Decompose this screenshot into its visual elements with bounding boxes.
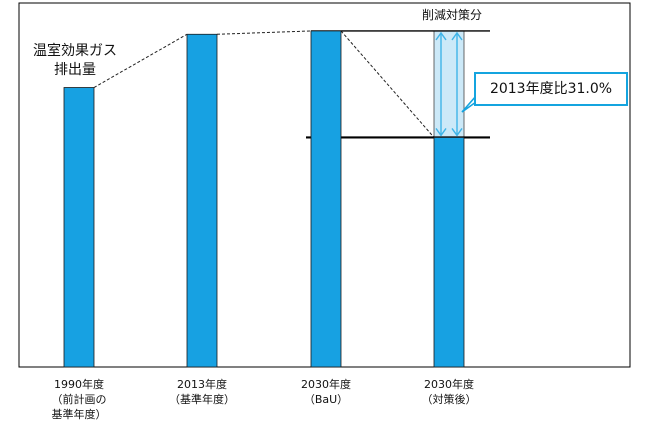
annotation-layer xyxy=(93,30,490,139)
category-label-2: 2030年度 （BaU） xyxy=(301,378,351,406)
reduction-label: 削減対策分 xyxy=(421,8,482,22)
category-label-1: 2013年度 （基準年度） xyxy=(169,378,235,406)
reduction-arrowhead-top-1 xyxy=(451,31,463,41)
bar-3 xyxy=(433,137,465,368)
connector-1-2 xyxy=(216,30,312,35)
reduction-callout: 2013年度比31.0% xyxy=(474,72,628,106)
category-label-3: 2030年度 （対策後） xyxy=(421,378,477,406)
reduction-band xyxy=(433,30,465,138)
bar-layer xyxy=(63,30,465,368)
reduction-arrowhead-bottom-1 xyxy=(451,128,463,137)
y-axis-label: 温室効果ガス 排出量 xyxy=(33,43,117,78)
reduction-arrowhead-top-0 xyxy=(435,31,447,41)
bar-0 xyxy=(63,87,95,368)
reduction-arrowhead-bottom-0 xyxy=(435,128,447,137)
connector-2-3 xyxy=(340,30,435,138)
category-label-0: 1990年度 （前計画の 基準年度） xyxy=(51,378,107,421)
bar-2 xyxy=(310,30,342,368)
bar-1 xyxy=(186,33,218,368)
connector-0-1 xyxy=(93,33,188,88)
